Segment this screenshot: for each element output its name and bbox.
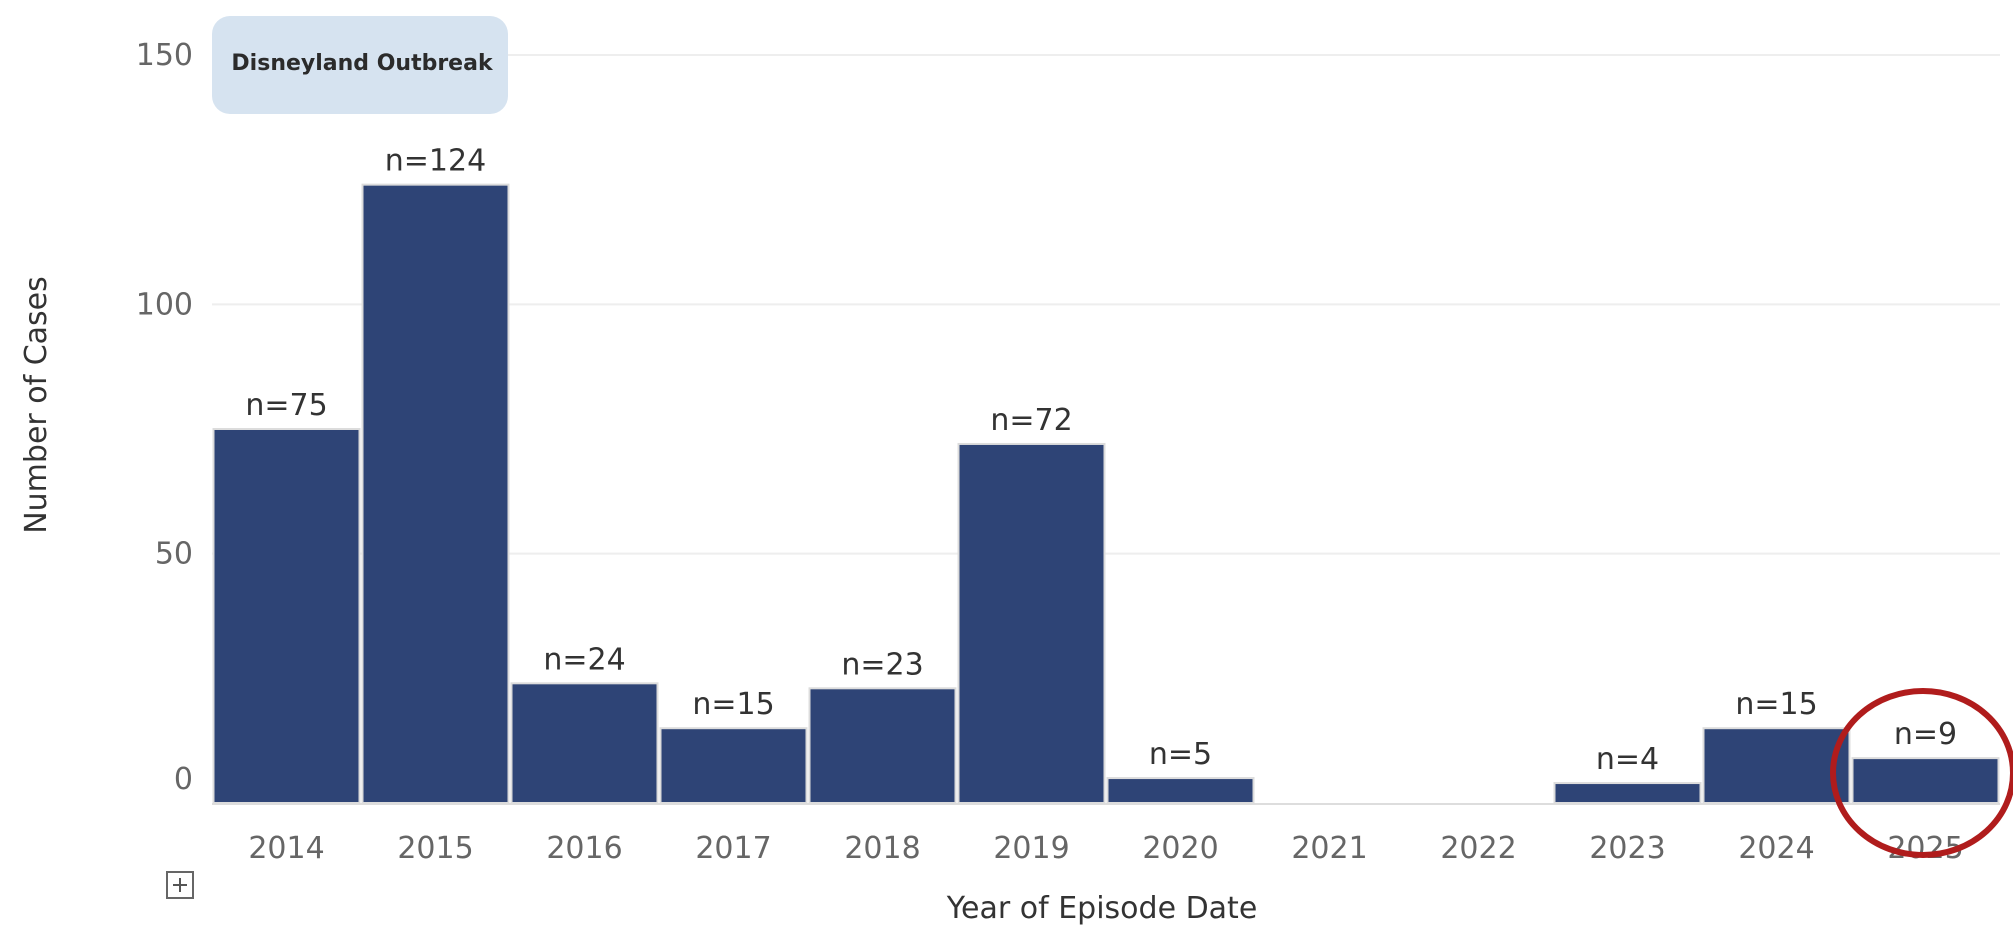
y-axis-title: Number of Cases — [19, 276, 54, 534]
x-axis-title: Year of Episode Date — [946, 891, 1258, 926]
bar — [1553, 782, 1702, 805]
x-tick-label: 2023 — [1589, 831, 1665, 866]
bar — [1851, 757, 2000, 804]
gridlines — [212, 54, 2000, 805]
x-tick-label: 2016 — [546, 831, 622, 866]
x-tick-label: 2014 — [248, 831, 324, 866]
x-tick-label: 2021 — [1291, 831, 1367, 866]
data-label: n=75 — [245, 388, 327, 423]
x-tick-label: 2020 — [1142, 831, 1218, 866]
highlight-circle — [1830, 688, 2013, 858]
data-label: n=15 — [692, 687, 774, 722]
y-tick-label: 150 — [136, 38, 193, 73]
y-tick-labels: 0 50 100 150 — [136, 38, 193, 797]
data-label: n=9 — [1894, 717, 1957, 752]
annotation-box — [212, 16, 508, 114]
bar — [808, 687, 957, 804]
data-labels: n=75 n=124 n=24 n=15 n=23 n=72 n=5 n=4 n=15 n=9 — [245, 144, 1957, 777]
data-label: n=15 — [1735, 687, 1817, 722]
x-tick-label: 2024 — [1738, 831, 1814, 866]
bars — [212, 183, 2000, 805]
x-tick-label: 2019 — [993, 831, 1069, 866]
x-tick-label: 2018 — [844, 831, 920, 866]
bar — [510, 682, 659, 805]
annotation: Disneyland Outbreak — [212, 16, 508, 114]
x-tick-labels: 2014 2015 2016 2017 2018 2019 2020 2021 2022 2023… — [248, 831, 1963, 866]
plus-square-icon[interactable] — [166, 871, 194, 899]
y-tick-label: 50 — [155, 537, 193, 572]
x-tick-label: 2015 — [397, 831, 473, 866]
data-label: n=72 — [990, 403, 1072, 438]
bar — [659, 727, 808, 805]
annotation-text: Disneyland Outbreak — [231, 51, 494, 76]
x-tick-label: 2017 — [695, 831, 771, 866]
data-label: n=24 — [543, 642, 625, 677]
data-label: n=4 — [1596, 742, 1659, 777]
data-label: n=23 — [841, 647, 923, 682]
bar — [1702, 727, 1851, 805]
bar — [212, 428, 361, 804]
y-tick-label: 100 — [136, 287, 193, 322]
x-tick-label: 2022 — [1440, 831, 1516, 866]
data-label: n=124 — [385, 144, 486, 179]
bar — [361, 183, 510, 805]
data-label: n=5 — [1149, 737, 1212, 772]
y-tick-label: 0 — [174, 762, 193, 797]
bar — [957, 442, 1106, 804]
bar — [1106, 777, 1255, 804]
